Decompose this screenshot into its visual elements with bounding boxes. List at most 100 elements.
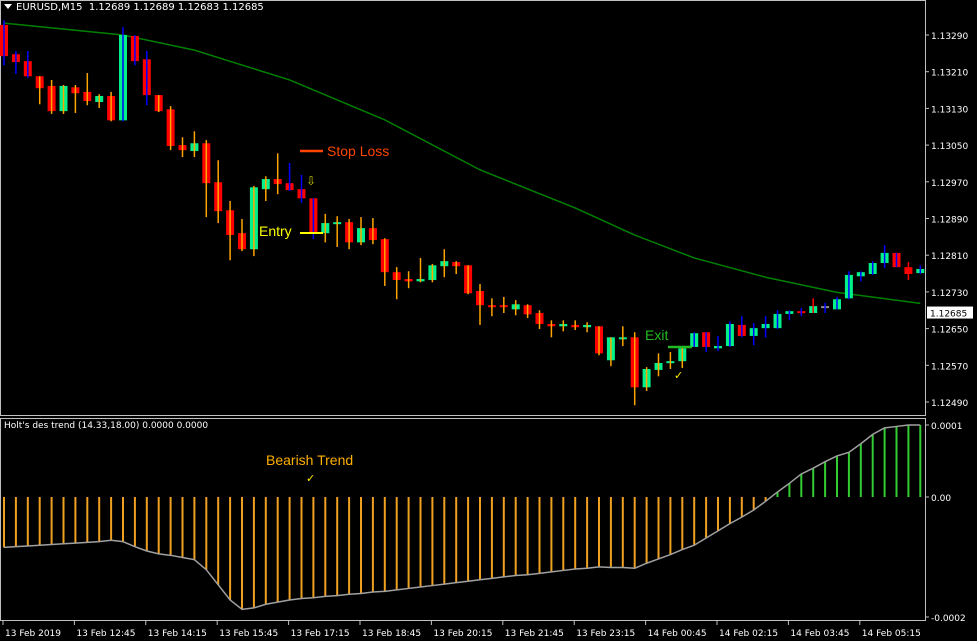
- candle: [380, 238, 389, 286]
- price-axis-label: 1.12730: [931, 289, 968, 299]
- candle: [892, 252, 901, 268]
- candle: [856, 271, 865, 282]
- indicator-axis-label: -0.0002: [931, 614, 966, 624]
- current-price-label: 1.12685: [930, 310, 967, 320]
- candle: [821, 302, 830, 314]
- candle: [702, 332, 711, 352]
- time-axis-label: 13 Feb 21:45: [505, 629, 564, 639]
- price-axis-label: 1.12890: [931, 216, 968, 226]
- main-panel-frame: [0, 0, 926, 416]
- candle: [11, 51, 20, 74]
- candle: [71, 85, 80, 113]
- candle: [166, 106, 175, 151]
- indicator-title: Holt's des trend (14.33,18.00) 0.0000 0.…: [4, 421, 209, 431]
- entry-label: Entry: [259, 223, 292, 239]
- candle: [47, 79, 56, 114]
- candle: [321, 213, 330, 243]
- candle: [595, 326, 603, 356]
- candle: [404, 271, 413, 289]
- indicator-panel-frame: [0, 418, 926, 621]
- price-axis-label: 1.12490: [931, 399, 968, 409]
- candle: [440, 249, 449, 278]
- candle: [868, 261, 877, 275]
- candle: [130, 35, 139, 66]
- candle: [666, 351, 675, 369]
- candle: [499, 296, 508, 314]
- candle: [214, 160, 223, 224]
- candle: [523, 304, 532, 319]
- candle: [0, 20, 8, 66]
- candle: [95, 94, 104, 108]
- candle: [178, 137, 187, 158]
- candle: [678, 346, 687, 369]
- candle: [107, 91, 116, 122]
- time-axis-label: 13 Feb 17:15: [291, 629, 350, 639]
- price-axis-label: 1.12810: [931, 252, 968, 262]
- candle: [249, 185, 258, 257]
- candle: [464, 265, 473, 295]
- candle: [261, 176, 270, 202]
- candle: [511, 300, 520, 316]
- price-axis-label: 1.12570: [931, 362, 968, 372]
- time-axis-label: 14 Feb 00:45: [648, 629, 707, 639]
- candle: [916, 265, 925, 275]
- bearish-trend-label: Bearish Trend: [266, 452, 354, 468]
- candle: [190, 131, 199, 158]
- price-axis-label: 1.13050: [931, 142, 968, 152]
- candle: [416, 257, 425, 283]
- candle: [285, 162, 294, 191]
- time-axis-label: 13 Feb 14:15: [148, 629, 207, 639]
- candle: [844, 271, 853, 300]
- candle: [297, 174, 306, 203]
- time-axis-label: 13 Feb 20:15: [433, 629, 492, 639]
- candle: [725, 321, 734, 347]
- candle: [428, 263, 437, 283]
- dropdown-triangle-icon[interactable]: [4, 4, 12, 9]
- down-arrow-icon: ⇩: [306, 174, 317, 188]
- candle: [773, 310, 782, 330]
- time-axis-label: 14 Feb 02:15: [719, 629, 778, 639]
- candle: [452, 261, 461, 275]
- stop-loss-label: Stop Loss: [327, 143, 390, 159]
- candle: [333, 216, 342, 247]
- time-axis-label: 13 Feb 2019: [5, 629, 61, 639]
- candle: [23, 51, 32, 79]
- candle: [142, 51, 151, 106]
- ohlc-values: 1.12689 1.12689 1.12683 1.12685: [88, 2, 264, 13]
- candle: [154, 95, 163, 113]
- time-axis-label: 13 Feb 23:15: [576, 629, 635, 639]
- candle: [583, 322, 592, 333]
- indicator-axis-label: 0.00: [931, 494, 951, 504]
- candle: [833, 296, 841, 310]
- candle: [642, 367, 651, 391]
- candle: [273, 153, 282, 195]
- candle: [368, 218, 377, 245]
- candle: [737, 316, 746, 338]
- candle: [559, 320, 568, 332]
- moving-average-line: [3, 22, 921, 305]
- candle: [571, 320, 580, 330]
- indicator-line: [3, 424, 921, 611]
- candle: [226, 201, 235, 261]
- candle: [880, 245, 889, 269]
- candle: [487, 298, 496, 317]
- candle: [904, 262, 913, 280]
- candle: [345, 218, 354, 250]
- candle: [83, 73, 92, 106]
- price-axis-label: 1.12970: [931, 179, 968, 189]
- symbol-label: EURUSD,M15: [16, 2, 83, 13]
- candle: [797, 307, 806, 317]
- current-price-box: [927, 306, 973, 319]
- candle: [547, 320, 556, 338]
- candle: [119, 27, 127, 122]
- candle: [476, 284, 484, 325]
- candle: [630, 332, 639, 406]
- candle: [202, 140, 211, 218]
- time-axis-label: 14 Feb 05:15: [862, 629, 921, 639]
- candle: [35, 76, 44, 105]
- candle: [714, 335, 722, 352]
- candle: [535, 310, 544, 330]
- price-axis-label: 1.12650: [931, 326, 968, 336]
- time-axis-label: 14 Feb 03:45: [790, 629, 849, 639]
